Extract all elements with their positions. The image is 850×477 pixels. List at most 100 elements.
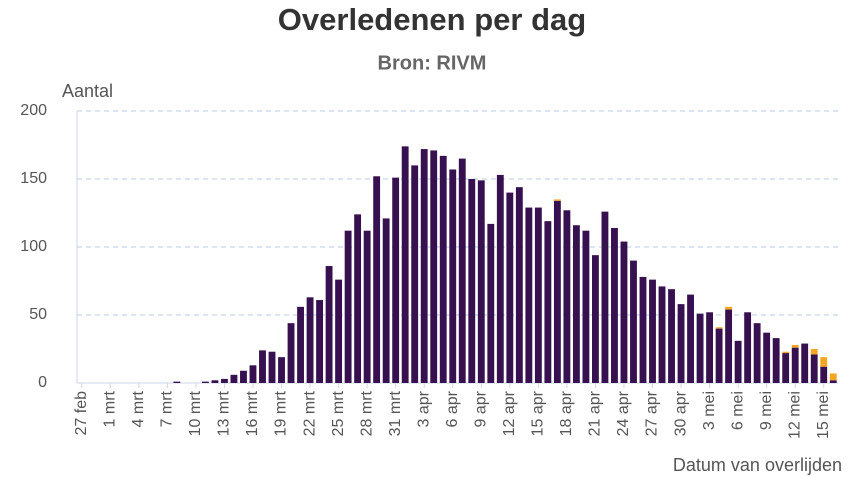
bar-segment [173, 381, 181, 383]
bar-segment [221, 378, 228, 383]
x-tick-label: 9 apr [473, 390, 490, 427]
bar-segment [230, 374, 238, 383]
x-tick-label: 3 mei [701, 391, 718, 430]
bar-segment [297, 306, 304, 383]
bar-segment [392, 177, 400, 383]
bar-segment [782, 353, 790, 383]
bar-segment [810, 354, 818, 383]
y-tick-label: 100 [20, 238, 47, 255]
bar-segment [525, 207, 533, 383]
bar-segment [820, 357, 828, 367]
bar-segment [544, 221, 552, 383]
x-tick-label: 22 mrt [301, 390, 318, 436]
y-tick-label: 50 [29, 306, 47, 323]
bar-segment [801, 343, 809, 383]
x-tick-label: 15 apr [530, 390, 547, 436]
bar-segment [278, 357, 285, 383]
x-tick-label: 10 mrt [187, 390, 204, 436]
bar-segment [211, 380, 219, 383]
x-tick-label: 18 apr [558, 390, 575, 436]
x-tick-label: 3 apr [415, 390, 432, 427]
x-tick-label: 25 mrt [330, 390, 347, 436]
bar-segment [687, 294, 694, 383]
bar-segment [335, 279, 343, 383]
x-tick-label: 27 apr [644, 390, 661, 436]
bar-segment [344, 230, 352, 383]
x-tick-label: 21 apr [587, 390, 604, 436]
x-tick-label: 12 mei [786, 391, 803, 439]
bar-segment [677, 304, 685, 383]
bar-segment [496, 174, 504, 383]
x-tick-label: 9 mei [758, 391, 775, 430]
x-tick-label: 1 mrt [102, 390, 119, 427]
bar-segment [477, 180, 485, 383]
x-tick-label: 13 mrt [216, 390, 233, 436]
bar-segment [791, 347, 799, 383]
bar-segment [696, 313, 704, 383]
bar-segment [753, 323, 761, 383]
y-tick-label: 0 [38, 374, 47, 391]
bar-segment [382, 218, 390, 383]
x-tick-label: 16 mrt [244, 390, 261, 436]
bar-segment [782, 351, 790, 354]
bar-segment [487, 223, 495, 383]
x-tick-label: 15 mei [815, 391, 832, 439]
bar-segment [316, 300, 323, 383]
y-tick-label: 200 [20, 102, 47, 119]
y-tick-label: 150 [20, 170, 47, 187]
bar-segment [630, 260, 637, 383]
bar-segment [534, 207, 542, 383]
bar-segment [449, 169, 457, 383]
bar-segment [430, 150, 438, 383]
x-tick-label: 24 apr [615, 390, 632, 436]
bar-segment [582, 230, 590, 383]
x-tick-label: 30 apr [672, 390, 689, 436]
x-tick-label: 6 mei [729, 391, 746, 430]
bar-segment [820, 366, 828, 383]
x-tick-label: 31 mrt [387, 390, 404, 436]
bar-segment [468, 179, 476, 383]
x-tick-label: 6 apr [444, 390, 461, 427]
bar-segment [240, 370, 247, 383]
bar-segment [639, 276, 647, 383]
bar-segment [791, 344, 799, 348]
bar-segment [201, 381, 209, 383]
bar-segment [306, 297, 314, 383]
bar-segment [592, 255, 599, 383]
bar-segment [725, 309, 733, 383]
x-tick-label: 7 mrt [159, 390, 176, 427]
bar-segment [829, 373, 837, 381]
x-axis-label: Datum van overlijden [673, 455, 842, 475]
chart-subtitle: Bron: RIVM [378, 52, 487, 74]
x-tick-label: 12 apr [501, 390, 518, 436]
bar-segment [725, 306, 733, 310]
chart-title: Overledenen per dag [278, 2, 586, 37]
bar-segment [829, 380, 837, 383]
bar-segment [249, 365, 257, 383]
bar-segment [744, 312, 752, 383]
bar-segment [259, 350, 266, 383]
bar-segment [458, 158, 466, 383]
bar-segment [810, 349, 818, 355]
bar-segment [668, 289, 675, 383]
bar-segment [373, 176, 381, 383]
bar-segment [439, 155, 447, 383]
bar-segment [506, 192, 514, 383]
bar-segment [363, 230, 371, 383]
bar-segment [553, 200, 561, 383]
y-axis-label: Aantal [62, 81, 113, 101]
bar-segment [734, 340, 742, 383]
bar-segment [572, 225, 580, 383]
bar-segment [620, 241, 628, 383]
bar-segment [401, 146, 409, 383]
bar-segment [411, 165, 419, 383]
bar-segment [649, 279, 656, 383]
x-tick-label: 19 mrt [273, 390, 290, 436]
bar-segment [772, 338, 780, 383]
bar-segment [611, 227, 618, 383]
x-tick-label: 27 feb [73, 391, 90, 436]
bar-segment [601, 211, 609, 383]
bar-segment [706, 312, 714, 383]
x-tick-label: 4 mrt [130, 390, 147, 427]
